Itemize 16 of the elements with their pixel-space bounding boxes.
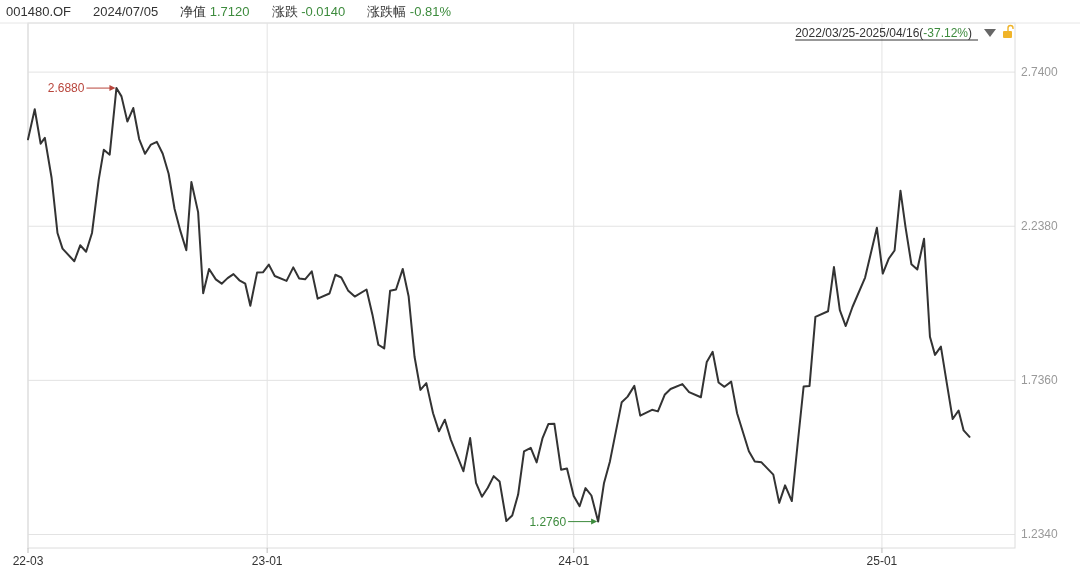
text: 涨跌幅 -0.81% [367, 4, 452, 19]
x-tick-label: 25-01 [866, 554, 898, 568]
annotation: 1.2760 [529, 514, 567, 529]
annotation: 2022/03/25-2025/04/16(-37.12%) [795, 26, 972, 40]
text: 涨跌 -0.0140 [271, 4, 346, 19]
x-tick-label: 23-01 [251, 554, 283, 568]
text: 净值 1.7120 [180, 4, 250, 19]
y-tick-label: 1.2340 [1021, 527, 1059, 542]
annotation: 2.6880 [47, 81, 85, 96]
chart-subtitle: 2024/07/05 [93, 4, 159, 19]
x-tick-label: 22-03 [12, 554, 44, 568]
x-tick-label: 24-01 [558, 554, 590, 568]
chart-title: 001480.OF [6, 4, 72, 19]
y-tick-label: 2.7400 [1021, 65, 1059, 80]
y-tick-label: 1.7360 [1021, 373, 1059, 388]
y-tick-label: 2.2380 [1021, 219, 1059, 234]
